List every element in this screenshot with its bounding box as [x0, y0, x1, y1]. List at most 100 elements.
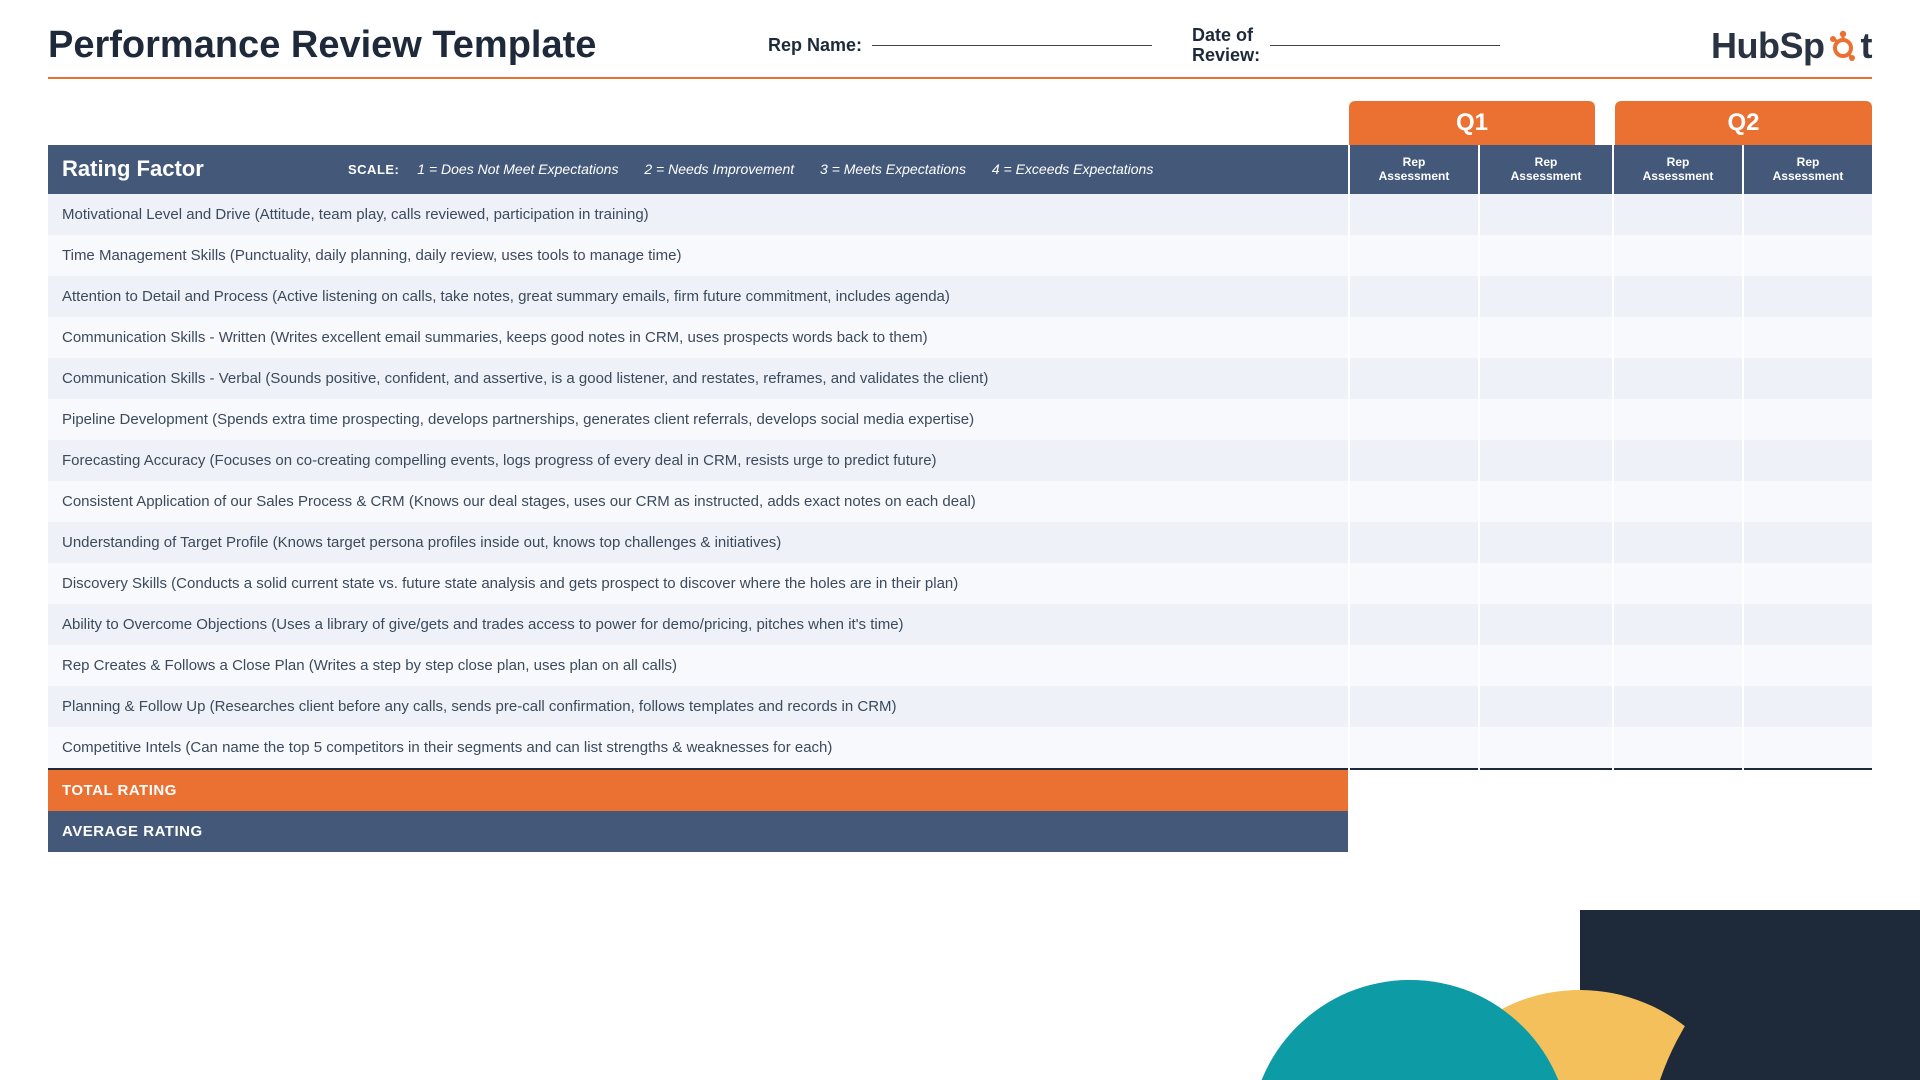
q2-rep-assess-header-a: Rep Assessment	[1613, 145, 1743, 194]
assessment-cell[interactable]	[1349, 235, 1479, 276]
assessment-cell[interactable]	[1349, 604, 1479, 645]
assessment-cell[interactable]	[1613, 563, 1743, 604]
avg-q1b[interactable]	[1479, 811, 1613, 852]
assessment-cell[interactable]	[1479, 522, 1613, 563]
assessment-cell[interactable]	[1613, 481, 1743, 522]
logo-text-part2: t	[1861, 25, 1873, 67]
table-row: Time Management Skills (Punctuality, dai…	[48, 235, 1872, 276]
assessment-cell[interactable]	[1349, 686, 1479, 727]
table-row: Motivational Level and Drive (Attitude, …	[48, 194, 1872, 235]
date-input-line[interactable]	[1270, 45, 1500, 46]
assessment-cell[interactable]	[1479, 563, 1613, 604]
avg-q2b[interactable]	[1743, 811, 1872, 852]
factor-label: Planning & Follow Up (Researches client …	[48, 686, 1349, 727]
assessment-cell[interactable]	[1349, 645, 1479, 686]
scale-item-3: 3 = Meets Expectations	[820, 161, 966, 177]
assessment-cell[interactable]	[1613, 399, 1743, 440]
q2-rep-assess-header-b: Rep Assessment	[1743, 145, 1872, 194]
factor-label: Forecasting Accuracy (Focuses on co-crea…	[48, 440, 1349, 481]
assessment-cell[interactable]	[1479, 194, 1613, 235]
assessment-cell[interactable]	[1743, 604, 1872, 645]
page-title: Performance Review Template	[48, 24, 768, 67]
table-row: Understanding of Target Profile (Knows t…	[48, 522, 1872, 563]
assessment-cell[interactable]	[1743, 276, 1872, 317]
assessment-cell[interactable]	[1613, 727, 1743, 769]
assessment-cell[interactable]	[1349, 317, 1479, 358]
assessment-cell[interactable]	[1743, 481, 1872, 522]
assessment-cell[interactable]	[1743, 686, 1872, 727]
table-header-row: Rating Factor SCALE: 1 = Does Not Meet E…	[48, 145, 1872, 194]
table-row: Forecasting Accuracy (Focuses on co-crea…	[48, 440, 1872, 481]
factor-label: Ability to Overcome Objections (Uses a l…	[48, 604, 1349, 645]
q1-rep-assess-header-a: Rep Assessment	[1349, 145, 1479, 194]
assessment-cell[interactable]	[1349, 399, 1479, 440]
hubspot-logo: HubSp t	[1711, 25, 1872, 67]
assessment-cell[interactable]	[1613, 235, 1743, 276]
assessment-cell[interactable]	[1613, 686, 1743, 727]
assessment-cell[interactable]	[1479, 276, 1613, 317]
review-table: Rating Factor SCALE: 1 = Does Not Meet E…	[48, 145, 1872, 852]
total-rating-row: TOTAL RATING	[48, 769, 1872, 811]
assessment-cell[interactable]	[1479, 686, 1613, 727]
assessment-cell[interactable]	[1613, 358, 1743, 399]
date-field: Date of Review:	[1192, 26, 1500, 66]
assessment-cell[interactable]	[1479, 604, 1613, 645]
assessment-cell[interactable]	[1349, 563, 1479, 604]
assessment-cell[interactable]	[1613, 276, 1743, 317]
assessment-cell[interactable]	[1349, 276, 1479, 317]
assessment-cell[interactable]	[1613, 522, 1743, 563]
avg-q1a[interactable]	[1349, 811, 1479, 852]
total-q2a[interactable]	[1613, 769, 1743, 811]
table-row: Discovery Skills (Conducts a solid curre…	[48, 563, 1872, 604]
assessment-cell[interactable]	[1479, 358, 1613, 399]
assessment-cell[interactable]	[1479, 481, 1613, 522]
assessment-cell[interactable]	[1479, 235, 1613, 276]
assessment-cell[interactable]	[1743, 645, 1872, 686]
assessment-cell[interactable]	[1613, 645, 1743, 686]
assessment-cell[interactable]	[1613, 604, 1743, 645]
table-row: Rep Creates & Follows a Close Plan (Writ…	[48, 645, 1872, 686]
table-row: Competitive Intels (Can name the top 5 c…	[48, 727, 1872, 769]
quarter-tab-q1: Q1	[1349, 101, 1595, 145]
assessment-cell[interactable]	[1743, 194, 1872, 235]
assessment-cell[interactable]	[1613, 194, 1743, 235]
assessment-cell[interactable]	[1349, 440, 1479, 481]
scale-label: SCALE:	[348, 162, 399, 177]
assessment-cell[interactable]	[1349, 194, 1479, 235]
assessment-cell[interactable]	[1743, 399, 1872, 440]
table-row: Pipeline Development (Spends extra time …	[48, 399, 1872, 440]
assessment-cell[interactable]	[1743, 317, 1872, 358]
factor-label: Discovery Skills (Conducts a solid curre…	[48, 563, 1349, 604]
assessment-cell[interactable]	[1743, 440, 1872, 481]
assessment-cell[interactable]	[1479, 727, 1613, 769]
rep-name-field: Rep Name:	[768, 35, 1152, 56]
scale-item-2: 2 = Needs Improvement	[644, 161, 794, 177]
assessment-cell[interactable]	[1743, 563, 1872, 604]
total-q1b[interactable]	[1479, 769, 1613, 811]
assessment-cell[interactable]	[1349, 481, 1479, 522]
assessment-cell[interactable]	[1349, 727, 1479, 769]
rep-name-input-line[interactable]	[872, 45, 1152, 46]
assessment-cell[interactable]	[1349, 522, 1479, 563]
avg-q2a[interactable]	[1613, 811, 1743, 852]
total-q2b[interactable]	[1743, 769, 1872, 811]
assessment-cell[interactable]	[1743, 358, 1872, 399]
scale-item-4: 4 = Exceeds Expectations	[992, 161, 1154, 177]
factor-label: Motivational Level and Drive (Attitude, …	[48, 194, 1349, 235]
assessment-cell[interactable]	[1479, 645, 1613, 686]
assessment-cell[interactable]	[1743, 522, 1872, 563]
factor-label: Competitive Intels (Can name the top 5 c…	[48, 727, 1349, 769]
assessment-cell[interactable]	[1349, 358, 1479, 399]
assessment-cell[interactable]	[1613, 317, 1743, 358]
quarter-tab-q2: Q2	[1615, 101, 1872, 145]
q1-rep-assess-header-b: Rep Assessment	[1479, 145, 1613, 194]
scale-header: SCALE: 1 = Does Not Meet Expectations 2 …	[348, 145, 1349, 194]
assessment-cell[interactable]	[1613, 440, 1743, 481]
assessment-cell[interactable]	[1743, 235, 1872, 276]
assessment-cell[interactable]	[1743, 727, 1872, 769]
assessment-cell[interactable]	[1479, 317, 1613, 358]
assessment-cell[interactable]	[1479, 399, 1613, 440]
total-q1a[interactable]	[1349, 769, 1479, 811]
assessment-cell[interactable]	[1479, 440, 1613, 481]
factor-label: Understanding of Target Profile (Knows t…	[48, 522, 1349, 563]
